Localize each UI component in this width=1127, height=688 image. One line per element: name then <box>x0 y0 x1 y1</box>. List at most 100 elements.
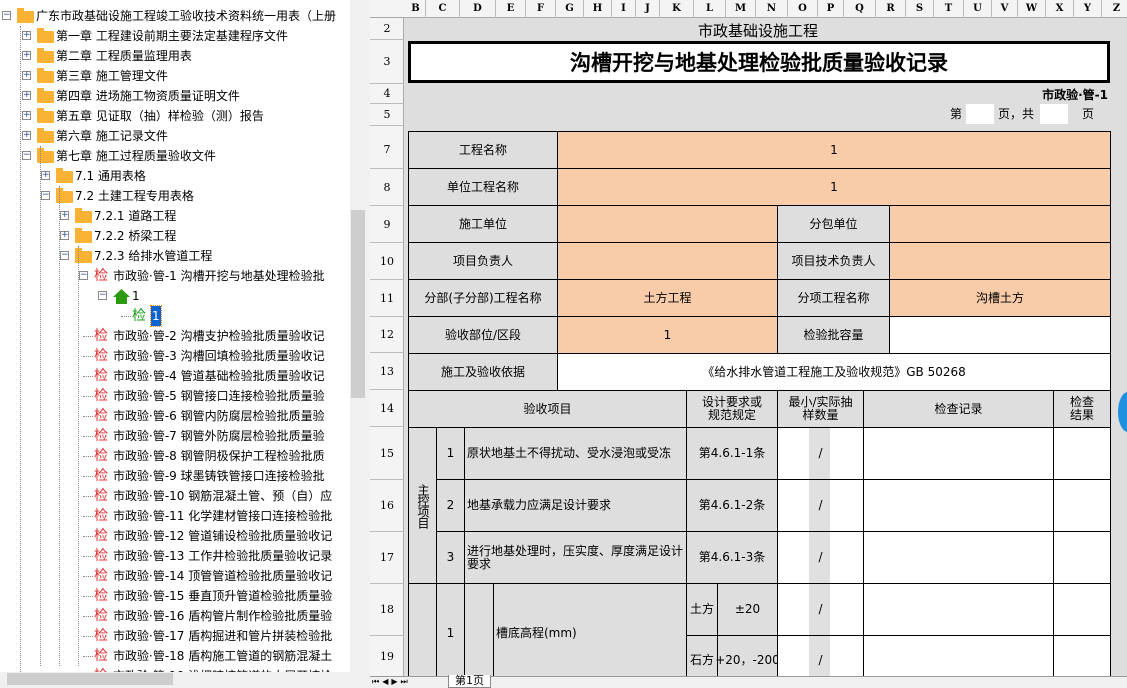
rock-sample[interactable]: / <box>777 635 864 676</box>
column-header[interactable]: L <box>694 0 726 18</box>
row-header[interactable]: 18 <box>370 584 404 636</box>
collapse-icon[interactable]: − <box>98 290 107 300</box>
tree-item[interactable]: 检市政验·管-18 盾构施工管道的钢筋混凝土 <box>0 646 350 666</box>
column-header[interactable]: K <box>660 0 694 18</box>
tree-item[interactable]: 检市政验·管-13 工作井检验批质量验收记录 <box>0 546 350 566</box>
tree-item[interactable]: − 7.2.3 给排水管道工程 <box>0 246 350 266</box>
column-header[interactable]: V <box>992 0 1018 18</box>
row-header[interactable]: 4 <box>370 84 404 104</box>
row-header[interactable]: 17 <box>370 532 404 584</box>
row-header[interactable]: 12 <box>370 317 404 353</box>
tree-item[interactable]: 检市政验·管-9 球墨铸铁管接口连接检验批 <box>0 466 350 486</box>
tree-item[interactable]: 检市政验·管-16 盾构管片制作检验批质量验 <box>0 606 350 626</box>
column-header[interactable]: Y <box>1074 0 1102 18</box>
tree-item-label[interactable]: 市政验·管-11 化学建材管接口连接检验批 <box>113 509 333 523</box>
main-item-sample[interactable]: / <box>777 531 864 584</box>
tree-item[interactable]: + 第二章 工程质量监理用表 <box>0 46 350 66</box>
tree-item-label[interactable]: 市政验·管-12 管道铺设检验批质量验收记 <box>113 529 333 543</box>
tree-item-label[interactable]: 市政验·管-7 钢管外防腐层检验批质量验 <box>113 429 325 443</box>
tree-item-label[interactable]: 市政验·管-2 沟槽支护检验批质量验收记 <box>113 329 325 343</box>
collapse-icon[interactable]: − <box>79 270 88 280</box>
column-header[interactable]: I <box>612 0 636 18</box>
tree-item[interactable]: 检市政验·管-6 钢管内防腐层检验批质量验 <box>0 406 350 426</box>
column-header[interactable]: E <box>496 0 526 18</box>
tree-item-label[interactable]: 7.2.2 桥梁工程 <box>94 229 177 243</box>
tree-item[interactable]: 检 市政验·管-19 浅埋暗挖管道的土层开挖检 <box>0 666 350 672</box>
expand-icon[interactable]: + <box>22 110 31 120</box>
collapse-icon[interactable]: − <box>41 190 50 200</box>
column-header[interactable]: W <box>1018 0 1046 18</box>
column-header[interactable]: D <box>460 0 496 18</box>
tree-item[interactable]: +7.1 通用表格 <box>0 166 350 186</box>
basis-cell[interactable]: 《给水排水管道工程施工及验收规范》GB 50268 <box>557 353 1111 391</box>
tree-item-label[interactable]: 第三章 施工管理文件 <box>56 69 168 83</box>
tree-item-label[interactable]: 第七章 施工过程质量验收文件 <box>56 149 216 163</box>
tree-item-label[interactable]: 市政验·管-6 钢管内防腐层检验批质量验 <box>113 409 325 423</box>
column-header[interactable]: X <box>1046 0 1074 18</box>
row-header[interactable]: 13 <box>370 353 404 390</box>
tree-item-label[interactable]: 第六章 施工记录文件 <box>56 129 168 143</box>
tree-item-label[interactable]: 市政验·管-15 垂直顶升管道检验批质量验 <box>113 589 333 603</box>
subcontractor-cell[interactable] <box>889 205 1111 243</box>
tree-item-label[interactable]: 市政验·管-19 浅埋暗挖管道的土层开挖检 <box>113 666 332 672</box>
contractor-cell[interactable] <box>557 205 778 243</box>
column-header[interactable]: S <box>906 0 934 18</box>
main-item-sample[interactable]: / <box>777 427 864 480</box>
expand-icon[interactable]: + <box>22 90 31 100</box>
subitem-cell[interactable]: 沟槽土方 <box>889 279 1111 317</box>
tech-lead-cell[interactable] <box>889 242 1111 280</box>
tree-item[interactable]: 检市政验·管-17 盾构掘进和管片拼装检验批 <box>0 626 350 646</box>
expand-icon[interactable]: + <box>22 70 31 80</box>
main-item-result[interactable] <box>1053 531 1111 584</box>
tree-item[interactable]: − 7.2 土建工程专用表格 <box>0 186 350 206</box>
floating-assistant-button[interactable] <box>1118 392 1127 432</box>
tree-item-label[interactable]: 市政验·管-10 钢筋混凝土管、预（自）应 <box>113 489 333 503</box>
tree-item-label[interactable]: 第四章 进场施工物资质量证明文件 <box>56 89 240 103</box>
tree-item[interactable]: + 第三章 施工管理文件 <box>0 66 350 86</box>
expand-icon[interactable]: + <box>22 30 31 40</box>
tree-vertical-scrollbar[interactable] <box>350 0 366 672</box>
rock-result[interactable] <box>1053 635 1111 676</box>
unit-project-cell[interactable]: 1 <box>557 168 1111 206</box>
tree-item[interactable]: +7.2.2 桥梁工程 <box>0 226 350 246</box>
tree-item-label[interactable]: 市政验·管-3 沟槽回填检验批质量验收记 <box>113 349 325 363</box>
row-header[interactable]: 11 <box>370 280 404 317</box>
row-header[interactable]: 14 <box>370 390 404 427</box>
tree-item-label[interactable]: 市政验·管-5 钢管接口连接检验批质量验 <box>113 389 325 403</box>
pm-cell[interactable] <box>557 242 778 280</box>
row-header[interactable]: 7 <box>370 131 404 169</box>
tree-item[interactable]: + 第五章 见证取（抽）样检验（测）报告 <box>0 106 350 126</box>
tree-item-label[interactable]: 1 <box>132 289 140 303</box>
tree-item-label[interactable]: 市政验·管-1 沟槽开挖与地基处理检验批 <box>113 269 325 283</box>
row-header[interactable]: 8 <box>370 169 404 206</box>
tree-item[interactable]: 检市政验·管-15 垂直顶升管道检验批质量验 <box>0 586 350 606</box>
column-header[interactable]: P <box>818 0 844 18</box>
main-item-record[interactable] <box>863 531 1054 584</box>
expand-icon[interactable]: + <box>41 170 50 180</box>
location-cell[interactable]: 1 <box>557 316 778 354</box>
tree-item-label[interactable]: 第二章 工程质量监理用表 <box>56 49 192 63</box>
tree-item[interactable]: − 广东市政基础设施工程竣工验收技术资料统一用表（上册 <box>0 6 350 26</box>
expand-icon[interactable]: + <box>22 130 31 140</box>
row-header[interactable]: 3 <box>370 40 404 84</box>
tree-item-label[interactable]: 市政验·管-16 盾构管片制作检验批质量验 <box>113 609 333 623</box>
row-header[interactable]: 2 <box>370 18 404 40</box>
column-header[interactable]: N <box>756 0 788 18</box>
tree-item[interactable]: +7.2.1 道路工程 <box>0 206 350 226</box>
tab-nav-arrows[interactable]: ⏮◀▶⏭ <box>372 677 411 686</box>
tree-item-label[interactable]: 市政验·管-9 球墨铸铁管接口连接检验批 <box>113 469 325 483</box>
tree-item-label[interactable]: 市政验·管-17 盾构掘进和管片拼装检验批 <box>113 629 333 643</box>
row-header[interactable]: 15 <box>370 427 404 480</box>
tree-item-label[interactable]: 市政验·管-14 顶管管道检验批质量验收记 <box>113 569 333 583</box>
tree-item[interactable]: −1 <box>0 286 350 306</box>
column-header[interactable]: F <box>526 0 556 18</box>
soil-result[interactable] <box>1053 583 1111 636</box>
soil-sample[interactable]: / <box>777 583 864 636</box>
column-header[interactable]: Z <box>1102 0 1127 18</box>
tree-item-label[interactable]: 1 <box>150 305 162 327</box>
tree-item[interactable]: + 第六章 施工记录文件 <box>0 126 350 146</box>
tree-item-label[interactable]: 7.1 通用表格 <box>75 169 146 183</box>
row-header[interactable]: 10 <box>370 243 404 280</box>
main-item-record[interactable] <box>863 479 1054 532</box>
